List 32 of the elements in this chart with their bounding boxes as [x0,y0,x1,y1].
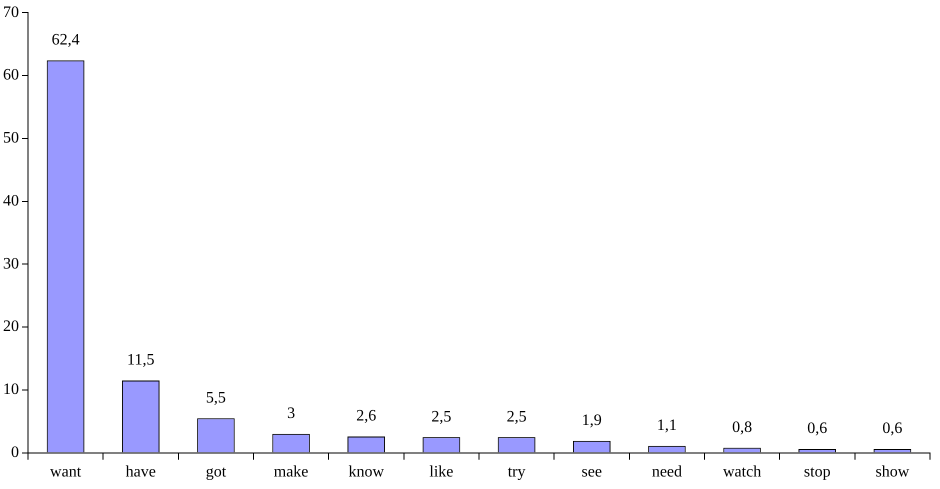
x-tick-label: make [274,464,308,481]
data-label: 2,6 [356,408,376,425]
y-tick-label: 40 [3,192,19,210]
y-tick-label: 50 [3,130,19,147]
x-tick-label: like [429,464,454,481]
data-label: 3 [287,405,296,422]
data-label: 5,5 [206,389,226,406]
x-tick-label: know [348,464,384,481]
data-label: 62,4 [52,32,80,49]
y-tick-label: 20 [3,318,19,336]
data-label: 11,5 [127,352,154,369]
y-tick-label: 0 [11,444,19,462]
x-tick-label: have [126,464,156,481]
y-tick-label: 70 [3,4,19,21]
data-label: 0,6 [882,420,902,438]
data-label: 1,9 [582,412,602,430]
y-tick-label: 30 [3,255,19,272]
x-tick-label: want [50,464,82,481]
x-tick-label: need [652,464,682,481]
x-tick-label: watch [722,464,762,481]
data-label: 0,6 [807,420,828,438]
x-tick-label: try [508,464,526,481]
x-tick-label: stop [804,464,831,481]
data-label: 1,1 [656,417,677,434]
x-tick-label: show [876,464,910,481]
y-tick-label: 10 [3,381,19,398]
data-label: 2,5 [506,408,527,426]
x-tick-label: got [206,464,227,481]
y-tick-label: 60 [3,66,19,84]
x-tick-label: see [582,464,602,481]
data-label: 2,5 [431,408,452,426]
data-label: 0,8 [732,418,752,436]
